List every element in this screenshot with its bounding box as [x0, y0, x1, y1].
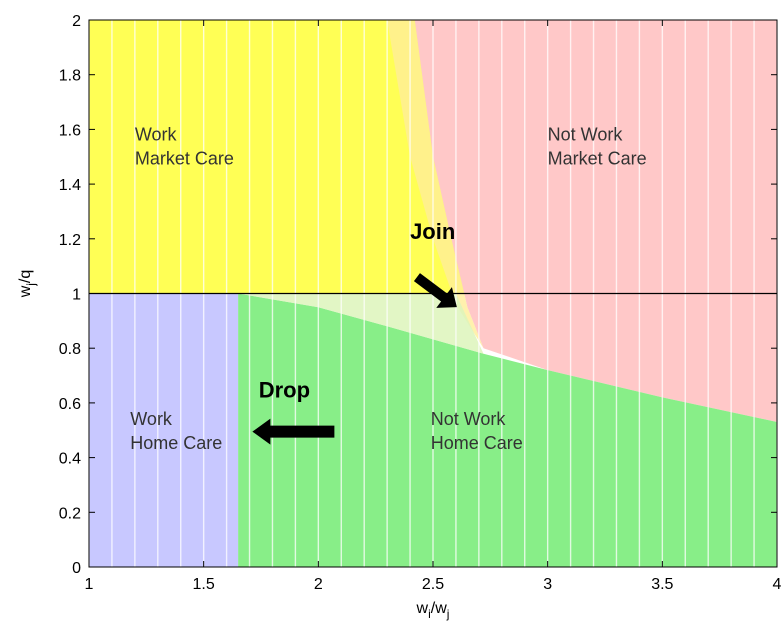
region-label-notwork-market: Not Work Market Care [548, 124, 647, 168]
join-arrow-shape [413, 273, 457, 308]
x-tick-label: 3 [543, 576, 552, 593]
drop-arrow-icon [252, 418, 335, 445]
region-labels-layer: Work Market Care Not Work Market Care Work Ho… [130, 124, 646, 452]
region-work-home-care [89, 293, 239, 567]
drop-arrow-shape [252, 418, 335, 445]
x-tick-label: 2 [314, 576, 323, 593]
x-tick-label: 2.5 [422, 576, 444, 593]
x-tick-label: 4 [773, 576, 782, 593]
x-tick-label: 3.5 [651, 576, 673, 593]
x-axis-label: wi/wj [416, 600, 450, 621]
y-tick-label: 2 [72, 13, 81, 30]
annotation-drop: Drop [259, 377, 310, 402]
annotations-layer: Join Drop [252, 219, 457, 445]
ticks-layer: 1 1.5 2 2.5 3 3.5 4 0 0.2 0.4 0.6 0.8 1 1.2 1.4 1.6 1.8 2 [59, 13, 782, 593]
region-not-work-home-care [238, 293, 778, 567]
y-axis-label: wj/q [17, 270, 38, 299]
y-tick-label: 1.4 [59, 177, 81, 194]
y-tick-label: 1.2 [59, 232, 81, 249]
y-tick-label: 0.6 [59, 396, 81, 413]
y-tick-label: 1.6 [59, 122, 81, 139]
join-arrow-icon [413, 273, 457, 308]
y-tick-label: 0.2 [59, 505, 81, 522]
y-tick-label: 0.8 [59, 341, 81, 358]
region-label-work-home: Work Home Care [130, 409, 222, 453]
region-label-notwork-home: Not Work Home Care [431, 409, 523, 453]
x-tick-label: 1 [85, 576, 94, 593]
region-junction-band [238, 293, 484, 354]
y-tick-label: 0.4 [59, 451, 81, 468]
region-not-work-market-care [414, 20, 777, 422]
region-transition-band [387, 20, 484, 349]
y-tick-label: 1 [72, 287, 81, 304]
y-tick-label: 1.8 [59, 68, 81, 85]
annotation-join: Join [410, 219, 455, 244]
region-label-work-market: Work Market Care [135, 124, 234, 168]
x-tick-label: 1.5 [193, 576, 215, 593]
y-tick-label: 0 [72, 560, 81, 577]
